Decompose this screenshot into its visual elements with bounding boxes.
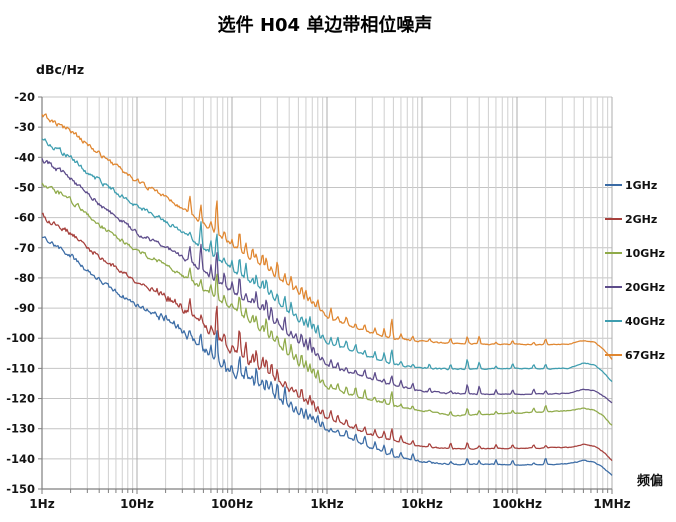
legend-swatch xyxy=(605,285,622,289)
legend-label: 67GHz xyxy=(625,348,665,362)
legend-item-2ghz: 2GHz xyxy=(605,212,665,226)
legend-swatch xyxy=(605,319,622,323)
x-tick-label: 10kHz xyxy=(401,497,443,511)
legend-label: 20GHz xyxy=(625,280,665,294)
y-tick-label: -80 xyxy=(14,271,35,285)
legend-item-40ghz: 40GHz xyxy=(605,314,665,328)
x-tick-label: 1kHz xyxy=(310,497,343,511)
legend-item-67ghz: 67GHz xyxy=(605,348,665,362)
y-tick-label: -100 xyxy=(6,331,35,345)
y-tick-label: -140 xyxy=(6,452,35,466)
legend-swatch xyxy=(605,251,622,255)
legend-label: 10GHz xyxy=(625,246,665,260)
x-axis-unit-label: 频偏 xyxy=(637,474,664,489)
y-tick-label: -50 xyxy=(14,180,35,194)
legend-item-10ghz: 10GHz xyxy=(605,246,665,260)
y-tick-label: -60 xyxy=(14,211,35,225)
x-tick-label: 1Hz xyxy=(29,497,54,511)
y-tick-label: -90 xyxy=(14,301,35,315)
legend-item-20ghz: 20GHz xyxy=(605,280,665,294)
y-tick-label: -120 xyxy=(6,392,35,406)
y-tick-label: -150 xyxy=(6,482,35,496)
series-line-10ghz xyxy=(41,182,613,426)
series-line-2ghz xyxy=(41,212,613,462)
x-tick-label: 100Hz xyxy=(211,497,253,511)
legend-label: 40GHz xyxy=(625,314,665,328)
series-line-40ghz xyxy=(41,138,613,383)
chart-legend: 1GHz 2GHz 10GHz 20GHz 40GHz 67GHz xyxy=(605,178,665,362)
series-line-1ghz xyxy=(41,236,613,476)
y-tick-label: -130 xyxy=(6,422,35,436)
legend-swatch xyxy=(605,217,622,221)
legend-swatch xyxy=(605,353,622,357)
legend-label: 1GHz xyxy=(625,178,658,192)
y-tick-label: -30 xyxy=(14,120,35,134)
x-tick-label: 10Hz xyxy=(120,497,154,511)
x-tick-label: 100kHz xyxy=(492,497,542,511)
series-line-67ghz xyxy=(41,113,613,360)
y-tick-label: -20 xyxy=(14,90,35,104)
x-tick-label: 1MHz xyxy=(593,497,630,511)
series-line-20ghz xyxy=(41,158,613,404)
legend-item-1ghz: 1GHz xyxy=(605,178,665,192)
y-axis-unit-label: dBc/Hz xyxy=(36,62,85,77)
y-tick-label: -40 xyxy=(14,150,35,164)
chart-title: 选件 H04 单边带相位噪声 xyxy=(217,15,433,36)
legend-swatch xyxy=(605,183,622,187)
y-tick-label: -70 xyxy=(14,241,35,255)
legend-label: 2GHz xyxy=(625,212,658,226)
y-tick-label: -110 xyxy=(6,361,35,375)
